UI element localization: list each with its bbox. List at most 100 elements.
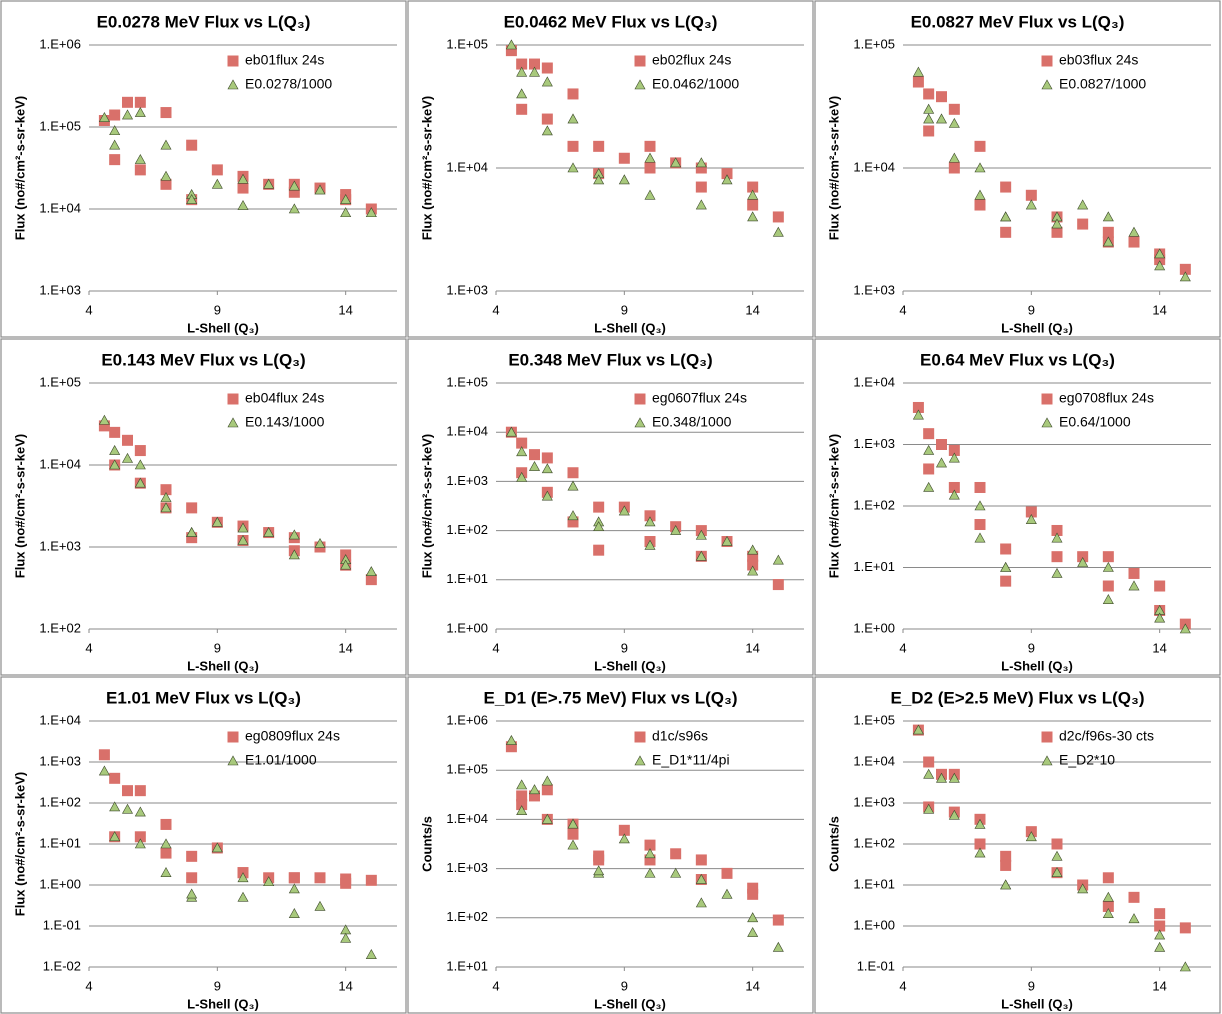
marker-square <box>505 741 517 753</box>
marker-triangle <box>541 76 553 87</box>
y-tick-label: 1.E+02 <box>853 497 895 512</box>
marker-triangle <box>98 765 110 776</box>
marker-square <box>974 140 986 152</box>
x-tick-label: 14 <box>338 302 352 317</box>
marker-square <box>948 444 960 456</box>
y-tick-label: 1.E-02 <box>43 958 81 973</box>
legend-marker <box>227 79 239 90</box>
y-tick-label: 1.E+05 <box>446 762 488 777</box>
marker-triangle <box>644 516 656 527</box>
y-tick-label: 1.E+06 <box>39 36 81 51</box>
panel-border <box>0 676 407 1014</box>
marker-triangle <box>772 226 784 237</box>
chart-title: E0.64 MeV Flux vs L(Q₃) <box>920 350 1115 369</box>
marker-triangle <box>340 194 352 204</box>
marker-triangle <box>109 125 121 136</box>
marker-square <box>98 420 110 432</box>
legend-marker <box>227 731 239 743</box>
marker-triangle <box>948 152 960 163</box>
legend-marker <box>1041 393 1053 405</box>
marker-square <box>160 484 172 496</box>
marker-square <box>237 182 249 194</box>
marker-square <box>567 140 579 152</box>
marker-triangle <box>695 157 707 168</box>
marker-triangle <box>948 489 960 500</box>
marker-square <box>1179 263 1191 275</box>
x-axis-label: L-Shell (Q₃) <box>187 320 259 335</box>
chart-title: E_D1 (E>.75 MeV) Flux vs L(Q₃) <box>484 688 738 707</box>
marker-square <box>505 45 517 57</box>
panel-border <box>407 676 814 1014</box>
marker-triangle <box>134 106 146 117</box>
marker-triangle <box>211 842 223 853</box>
legend-marker <box>1041 731 1053 743</box>
marker-triangle <box>644 867 656 878</box>
legend-label: eb02flux 24s <box>652 52 731 68</box>
marker-triangle <box>1077 557 1089 567</box>
y-tick-label: 1.E+01 <box>446 958 488 973</box>
panel-border <box>0 338 407 676</box>
legend-label: eg0708flux 24s <box>1059 390 1154 406</box>
marker-triangle <box>1154 941 1166 952</box>
marker-square <box>1025 506 1037 518</box>
marker-square <box>98 749 110 761</box>
marker-triangle <box>160 170 172 181</box>
marker-triangle <box>288 529 300 540</box>
marker-triangle <box>288 180 300 191</box>
marker-triangle <box>1051 218 1063 229</box>
marker-square <box>772 211 784 223</box>
marker-triangle <box>1179 961 1191 972</box>
marker-triangle <box>288 549 300 560</box>
legend-label: E_D2*10 <box>1059 752 1115 768</box>
marker-square <box>186 139 198 151</box>
y-tick-label: 1.E+05 <box>853 36 895 51</box>
x-axis-label: L-Shell (Q₃) <box>594 320 666 335</box>
marker-triangle <box>747 189 759 200</box>
marker-triangle <box>1154 929 1166 940</box>
marker-triangle <box>1077 883 1089 894</box>
y-tick-label: 1.E+03 <box>39 282 81 297</box>
marker-triangle <box>670 157 682 168</box>
marker-square <box>567 88 579 100</box>
marker-triangle <box>695 199 707 210</box>
x-axis-label: L-Shell (Q₃) <box>1001 996 1073 1011</box>
y-tick-label: 1.E+03 <box>853 282 895 297</box>
marker-square <box>1077 551 1089 563</box>
marker-triangle <box>505 734 517 745</box>
marker-square <box>644 510 656 522</box>
marker-square <box>160 818 172 830</box>
marker-triangle <box>237 872 249 883</box>
marker-square <box>516 58 528 70</box>
marker-triangle <box>365 207 377 218</box>
marker-triangle <box>1077 199 1089 210</box>
marker-triangle <box>121 452 134 463</box>
marker-square <box>1102 551 1114 563</box>
chart-title: E0.143 MeV Flux vs L(Q₃) <box>101 350 305 369</box>
x-tick-label: 9 <box>621 640 628 655</box>
marker-triangle <box>593 865 605 876</box>
legend-marker <box>1041 755 1053 766</box>
marker-triangle <box>340 559 352 570</box>
marker-triangle <box>134 459 146 470</box>
marker-triangle <box>134 838 146 849</box>
x-tick-label: 14 <box>745 978 759 993</box>
chart-title: E0.0278 MeV Flux vs L(Q₃) <box>97 12 311 31</box>
marker-square <box>365 874 377 886</box>
marker-triangle <box>528 784 541 795</box>
marker-square <box>109 154 121 166</box>
marker-triangle <box>948 772 960 783</box>
x-tick-label: 9 <box>621 978 628 993</box>
marker-square <box>288 872 300 884</box>
marker-triangle <box>935 113 948 124</box>
marker-square <box>1000 543 1012 555</box>
marker-triangle <box>109 831 121 842</box>
x-tick-label: 9 <box>621 302 628 317</box>
marker-square <box>695 854 707 866</box>
marker-triangle <box>644 189 656 200</box>
marker-square <box>948 481 960 493</box>
marker-triangle <box>528 66 541 77</box>
marker-square <box>186 532 198 544</box>
marker-triangle <box>1025 514 1037 524</box>
marker-square <box>160 178 172 190</box>
marker-triangle <box>747 926 759 937</box>
